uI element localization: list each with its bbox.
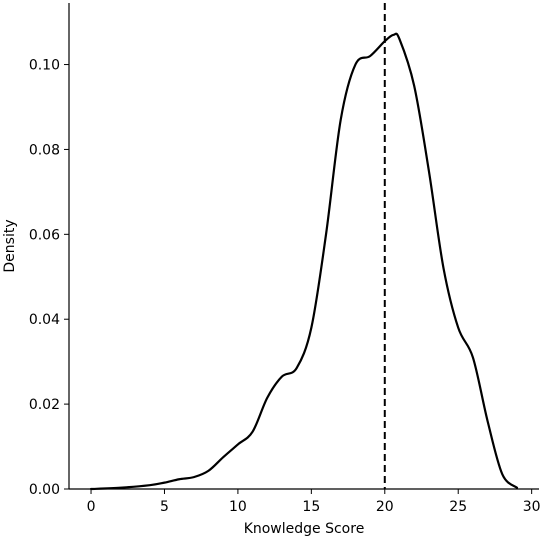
x-tick-label: 30 xyxy=(523,499,540,515)
series-group xyxy=(89,32,519,491)
y-tick-label: 0.10 xyxy=(29,58,60,74)
y-tick-label: 0.06 xyxy=(29,227,60,243)
x-axis-label: Knowledge Score xyxy=(244,521,365,537)
density-curve xyxy=(89,32,519,491)
axes xyxy=(68,3,539,490)
x-tick-label: 0 xyxy=(87,499,96,515)
y-tick-label: 0.02 xyxy=(29,397,60,413)
x-tick-label: 25 xyxy=(449,499,467,515)
y-axis-label: Density xyxy=(2,219,18,272)
x-tick-label: 5 xyxy=(160,499,169,515)
ticks: 0 5 10 15 20 25 30 0.00 0.02 0.04 0.06 0.08 0.10 xyxy=(29,58,540,515)
x-tick-label: 10 xyxy=(229,499,247,515)
x-tick-label: 15 xyxy=(302,499,320,515)
y-tick-label: 0.08 xyxy=(29,142,60,158)
x-tick-label: 20 xyxy=(376,499,394,515)
y-tick-label: 0.00 xyxy=(29,482,60,498)
y-tick-label: 0.04 xyxy=(29,312,60,328)
